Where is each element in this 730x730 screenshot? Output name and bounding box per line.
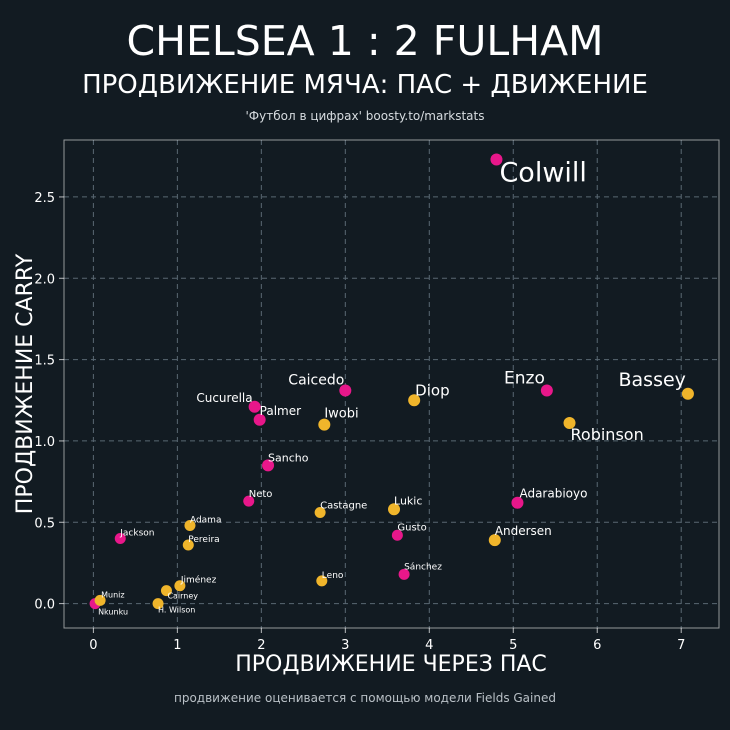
point-label: Lukic	[394, 494, 422, 507]
y-tick-label: 2.0	[34, 272, 55, 287]
data-point-sánchez	[398, 568, 410, 580]
point-label: Cairney	[167, 592, 198, 601]
data-point-enzo	[540, 384, 553, 397]
point-label: Pereira	[188, 535, 219, 545]
point-label: Muniz	[101, 590, 124, 599]
footnote: продвижение оценивается с помощью модели…	[174, 691, 556, 705]
data-point-pereira	[182, 539, 194, 551]
data-point-neto	[243, 495, 255, 507]
data-point-lukic	[388, 503, 401, 516]
point-label: Jiménez	[180, 575, 217, 586]
y-axis-label: ПРОДВИЖЕНИЕ CARRY	[13, 253, 38, 514]
point-label: Neto	[249, 489, 273, 500]
axes-layer: 0 1 2 3 4 5 6 7 0.0 0.5 1.0 1.5 2.0 2.5	[34, 139, 720, 653]
y-tick-label: 1.0	[34, 435, 55, 450]
data-point-andersen	[488, 534, 501, 547]
data-point-palmer	[253, 413, 266, 426]
point-label: Colwill	[499, 158, 586, 189]
x-tick-label: 0	[89, 638, 97, 653]
point-label: Bassey	[619, 369, 686, 391]
points-layer	[89, 153, 694, 610]
point-label: H. Wilson	[158, 606, 195, 615]
grid-layer	[64, 140, 719, 628]
point-label: Adama	[190, 516, 222, 526]
point-label: Gusto	[397, 522, 426, 533]
data-point-bassey	[681, 387, 694, 400]
y-tick-label: 0.0	[34, 598, 55, 613]
data-point-cairney	[160, 585, 172, 597]
point-label: Sánchez	[404, 562, 442, 572]
point-label: Andersen	[495, 524, 552, 538]
data-point-sancho	[262, 459, 275, 472]
data-point-gusto	[391, 529, 403, 541]
y-tick-label: 2.5	[34, 191, 55, 206]
x-axis-label: ПРОДВИЖЕНИЕ ЧЕРЕЗ ПАС	[235, 652, 547, 677]
point-label: Castagne	[320, 501, 367, 512]
x-tick-label: 3	[341, 638, 349, 653]
point-label: Cucurella	[196, 391, 252, 405]
data-point-adama	[184, 520, 196, 532]
point-label: Robinson	[571, 425, 644, 444]
data-point-leno	[316, 575, 328, 587]
chart-subtitle: ПРОДВИЖЕНИЕ МЯЧА: ПАС + ДВИЖЕНИЕ	[82, 70, 648, 100]
x-tick-label: 1	[173, 638, 181, 653]
data-point-h-wilson	[152, 598, 164, 610]
x-tick-label: 4	[425, 638, 433, 653]
y-tick-label: 1.5	[34, 354, 55, 369]
data-point-adarabioyo	[511, 496, 524, 509]
point-label: Sancho	[268, 451, 309, 464]
data-point-jiménez	[174, 580, 186, 592]
x-tick-label: 5	[509, 638, 517, 653]
point-label: Palmer	[260, 404, 301, 418]
chart-title: CHELSEA 1 : 2 FULHAM	[126, 17, 604, 65]
data-point-castagne	[314, 507, 326, 519]
data-point-iwobi	[318, 418, 331, 431]
data-point-diop	[408, 394, 421, 407]
point-label: Jackson	[119, 529, 154, 539]
data-point-muniz	[94, 594, 106, 606]
data-point-jackson	[114, 533, 126, 545]
x-tick-label: 2	[257, 638, 265, 653]
data-point-robinson	[563, 417, 576, 430]
point-label: Adarabioyo	[519, 487, 587, 501]
point-label: Iwobi	[324, 407, 358, 422]
plot-frame	[63, 139, 720, 629]
x-tick-label: 6	[593, 638, 601, 653]
data-point-colwill	[490, 153, 503, 166]
y-tick-label: 0.5	[34, 516, 55, 531]
point-label: Leno	[322, 571, 344, 581]
data-point-cucurella	[248, 400, 261, 413]
point-label: Diop	[415, 381, 449, 399]
point-label: Enzo	[504, 369, 545, 389]
x-tick-label: 7	[677, 638, 685, 653]
source-credit: 'Футбол в цифрах' boosty.to/markstats	[245, 109, 485, 123]
point-label: Caicedo	[288, 373, 344, 389]
point-label: Nkunku	[98, 608, 128, 617]
data-point-caicedo	[339, 384, 352, 397]
labels-layer: Colwill Enzo Caicedo Cucurella Palmer Sancho N…	[98, 158, 686, 617]
